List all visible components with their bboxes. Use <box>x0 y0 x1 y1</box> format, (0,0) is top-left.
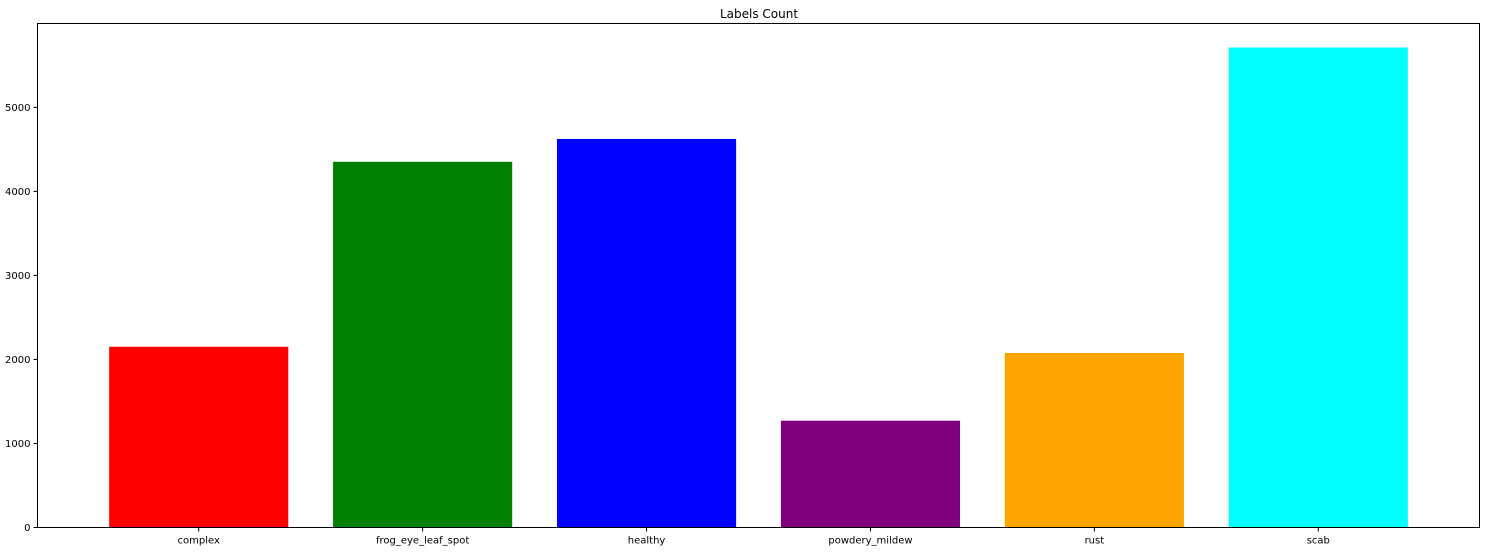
x-tick-label: frog_eye_leaf_spot <box>376 536 469 547</box>
y-tick-label: 3000 <box>5 271 30 282</box>
plot-frame <box>37 23 1480 528</box>
y-tick-label: 2000 <box>5 355 30 366</box>
x-tick-label: healthy <box>628 536 666 547</box>
y-tick-label: 1000 <box>5 439 30 450</box>
chart-title: Labels Count <box>720 7 798 21</box>
x-tick-label: rust <box>1085 536 1105 547</box>
bar-complex <box>109 346 289 528</box>
bar-rust <box>1004 352 1184 528</box>
bar-frog-eye-leaf-spot <box>333 161 513 528</box>
y-tick-label: 4000 <box>5 187 30 198</box>
x-tick-label: scab <box>1307 536 1330 547</box>
bars-group <box>109 47 1408 528</box>
x-tick-label: complex <box>178 536 220 547</box>
y-tick-label: 0 <box>24 523 30 534</box>
bar-powdery-mildew <box>780 420 961 528</box>
bar-healthy <box>556 138 737 528</box>
x-tick-label: powdery_mildew <box>828 536 912 547</box>
bar-scab <box>1228 47 1408 528</box>
x-axis-ticks: complex frog_eye_leaf_spot healthy powdery_… <box>178 527 1330 547</box>
y-axis-ticks: 0 1000 2000 3000 4000 5000 <box>5 103 38 534</box>
y-tick-label: 5000 <box>5 103 30 114</box>
